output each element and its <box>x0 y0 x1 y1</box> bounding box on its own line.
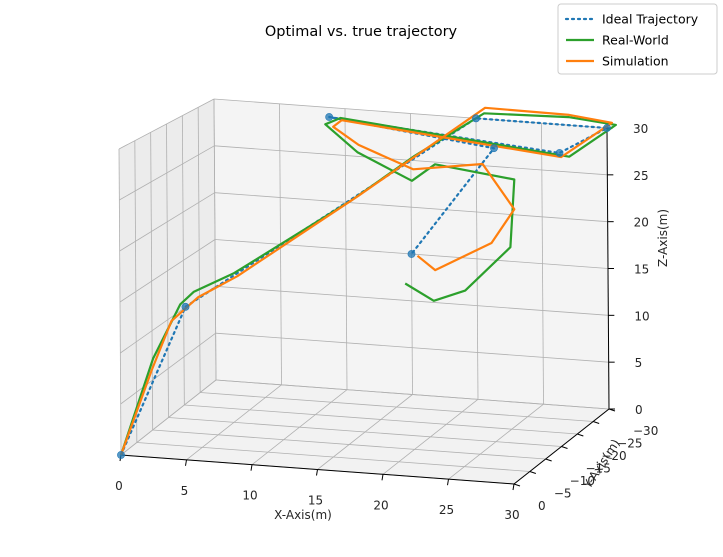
z-tick-label: 25 <box>633 169 648 183</box>
z-tick-label: 15 <box>634 263 649 277</box>
x-tick-label: 20 <box>373 498 388 512</box>
series-line-ideal-trajectory <box>119 115 609 457</box>
legend: Ideal Trajectory Real-World Simulation <box>557 3 718 75</box>
x-tick-label: 25 <box>439 503 454 517</box>
waypoint-marker <box>555 149 564 157</box>
x-tick-mark <box>512 483 515 491</box>
legend-frame <box>557 3 718 75</box>
y-tick-label: −20 <box>601 449 626 463</box>
x-tick-label: 5 <box>181 484 189 498</box>
series-line-real-world <box>119 112 618 456</box>
y-tick-label: −15 <box>586 462 611 476</box>
y-tick-label: −30 <box>633 424 658 438</box>
legend-label: Simulation <box>602 54 669 69</box>
y-tick-mark <box>593 421 600 424</box>
y-tick-label: 0 <box>538 499 546 513</box>
y-tick-mark <box>529 471 536 474</box>
legend-label: Real-World <box>602 33 669 48</box>
z-axis-label: Z-Axis(m) <box>656 209 670 267</box>
x-axis-label: X-Axis(m) <box>274 508 332 522</box>
y-tick-label: −5 <box>554 487 572 501</box>
z-tick-label: 20 <box>634 216 649 230</box>
waypoint-markers <box>117 113 611 459</box>
y-tick-mark <box>545 458 552 462</box>
z-tick-label: 30 <box>633 122 648 136</box>
chart-title: Optimal vs. true trajectory <box>265 24 458 40</box>
x-tick-mark <box>185 459 187 466</box>
legend-label: Ideal Trajectory <box>602 12 699 27</box>
waypoint-marker <box>407 250 416 258</box>
grid-y-floor <box>168 417 562 447</box>
y-tick-mark <box>577 433 584 437</box>
x-tick-mark <box>250 464 253 471</box>
grid-z-back <box>213 98 608 129</box>
grid-z-left <box>120 332 216 405</box>
grid-z-back <box>215 332 609 363</box>
x-tick-mark <box>381 474 384 481</box>
x-tick-mark <box>316 469 318 476</box>
grid-z-back <box>215 379 610 410</box>
grid-z-back <box>214 192 608 223</box>
grid-y-floor <box>152 429 546 460</box>
x-tick-mark <box>447 479 449 486</box>
x-tick-label: 30 <box>504 508 519 522</box>
y-tick-mark <box>513 483 521 487</box>
waypoint-marker <box>472 114 480 123</box>
grid-y-floor <box>184 404 578 435</box>
grid-z-left <box>119 145 215 201</box>
grid-z-back <box>215 285 609 316</box>
x-tick-label: 15 <box>308 494 323 508</box>
grid-z-left <box>118 98 215 150</box>
z-tick-label: 0 <box>635 403 643 417</box>
tick-labels: 0 5 10 15 20 25 30 0 −5−10−15−20−25−30 0 5 10 15 20 25… <box>115 122 658 522</box>
y-tick-label: −10 <box>570 474 595 488</box>
waypoint-marker <box>490 144 498 153</box>
series-line-simulation <box>119 106 614 456</box>
grid-z-left <box>119 239 216 303</box>
waypoint-marker <box>181 302 190 311</box>
z-tick-label: 5 <box>635 356 643 370</box>
grid-y-floor <box>200 392 594 422</box>
grid-z-left <box>119 192 215 252</box>
y-tick-mark <box>561 446 568 449</box>
waypoint-marker <box>603 124 611 132</box>
x-tick-label: 0 <box>115 479 123 493</box>
z-tick-label: 10 <box>634 309 649 323</box>
grid-z-left <box>120 379 217 456</box>
data-series <box>119 106 618 457</box>
x-tick-label: 10 <box>242 489 257 503</box>
y-tick-label: −25 <box>617 437 642 451</box>
waypoint-marker <box>117 451 125 459</box>
grid-y-floor <box>136 442 530 472</box>
waypoint-marker <box>325 113 334 121</box>
